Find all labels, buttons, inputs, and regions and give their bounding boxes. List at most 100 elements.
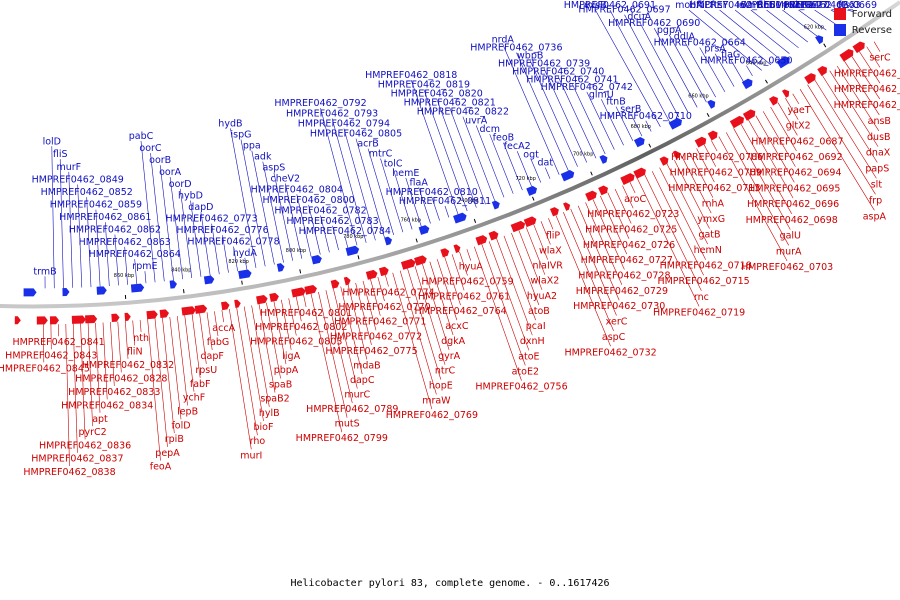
forward-gene-label[interactable]: apt: [92, 414, 108, 425]
forward-gene-feature[interactable]: [124, 312, 132, 322]
forward-gene-label[interactable]: ychF: [183, 393, 205, 404]
forward-gene-label[interactable]: aspC: [602, 332, 626, 343]
forward-gene-feature[interactable]: [839, 47, 855, 62]
reverse-gene-label[interactable]: HMPREF0462_0740: [512, 67, 604, 78]
forward-gene-label[interactable]: HMPREF0462_0715: [657, 276, 749, 287]
forward-gene-label[interactable]: HMPREF0462_0772: [330, 331, 422, 342]
reverse-gene-label[interactable]: HMPREF0462_0820: [391, 89, 483, 100]
reverse-gene-feature[interactable]: [384, 236, 393, 246]
forward-gene-label[interactable]: HMPREF0462_0729: [576, 286, 668, 297]
reverse-gene-label[interactable]: oorC: [139, 143, 162, 154]
forward-gene-label[interactable]: aspA: [863, 211, 887, 222]
forward-gene-feature[interactable]: [781, 88, 791, 98]
forward-gene-label[interactable]: galU: [780, 231, 801, 242]
forward-gene-label[interactable]: HMPREF0462_0837: [31, 454, 123, 465]
reverse-gene-label[interactable]: ispG: [231, 130, 252, 141]
reverse-gene-label[interactable]: pabB2: [783, 0, 813, 11]
forward-gene-label[interactable]: HMPREF0462_0696: [747, 199, 839, 210]
forward-gene-label[interactable]: hopE: [429, 381, 453, 392]
reverse-gene-label[interactable]: HMPREF0462_0792: [274, 98, 366, 109]
reverse-gene-label[interactable]: fecA2: [504, 141, 531, 152]
reverse-gene-label[interactable]: serB: [620, 104, 641, 115]
reverse-gene-feature[interactable]: [311, 254, 323, 265]
forward-gene-label[interactable]: HMPREF0462_0771: [334, 317, 426, 328]
reverse-gene-label[interactable]: HMPREF0462_0821: [404, 98, 496, 109]
forward-gene-feature[interactable]: [742, 108, 757, 121]
reverse-gene-label[interactable]: HMPREF0462_0793: [286, 108, 378, 119]
reverse-gene-feature[interactable]: [741, 77, 755, 90]
reverse-gene-label[interactable]: HMPREF0462_0736: [470, 43, 562, 54]
reverse-gene-label[interactable]: aspS: [262, 163, 285, 174]
reverse-gene-label[interactable]: HMPREF0462_0849: [32, 175, 124, 186]
reverse-gene-label[interactable]: acnB: [739, 0, 763, 11]
forward-gene-label[interactable]: rho: [250, 436, 266, 447]
forward-gene-label[interactable]: feoA: [150, 462, 172, 473]
forward-gene-label[interactable]: fabG: [207, 337, 230, 348]
forward-gene-label[interactable]: gatB: [698, 230, 720, 241]
reverse-gene-label[interactable]: nrdA: [492, 34, 515, 45]
reverse-gene-label[interactable]: ftnB: [606, 97, 625, 108]
forward-gene-label[interactable]: murC: [344, 390, 370, 401]
forward-gene-feature[interactable]: [672, 149, 682, 160]
forward-gene-feature[interactable]: [453, 243, 461, 253]
reverse-gene-label[interactable]: HMPREF0462_0691: [564, 0, 656, 11]
reverse-gene-label[interactable]: HMPREF0462_0742: [541, 82, 633, 93]
forward-gene-label[interactable]: fliN: [127, 346, 143, 357]
reverse-gene-feature[interactable]: [668, 117, 684, 130]
reverse-gene-label[interactable]: HMPREF0462_0859: [50, 200, 142, 211]
forward-gene-label[interactable]: spaB: [269, 379, 292, 390]
forward-gene-label[interactable]: HMPREF0462_0774: [342, 287, 434, 298]
forward-gene-label[interactable]: HMPREF0462_0727: [581, 255, 673, 266]
forward-gene-label[interactable]: rpsU: [195, 365, 217, 376]
forward-gene-label[interactable]: HMPREF0462_0841: [12, 337, 104, 348]
reverse-gene-label[interactable]: acrB: [357, 139, 378, 150]
reverse-gene-label[interactable]: dat: [538, 158, 554, 169]
forward-gene-label[interactable]: pbpA: [274, 365, 299, 376]
reverse-gene-label[interactable]: HMPREF0462_0822: [417, 107, 509, 118]
forward-gene-label[interactable]: wlaX: [539, 246, 562, 257]
reverse-gene-label[interactable]: ogt: [523, 150, 539, 161]
reverse-gene-label[interactable]: cheV2: [270, 174, 300, 185]
reverse-gene-label[interactable]: HMPREF0462_0794: [298, 119, 390, 130]
forward-gene-label[interactable]: HMPREF0462_0828: [75, 373, 167, 384]
forward-gene-feature[interactable]: [304, 284, 317, 295]
reverse-gene-label[interactable]: flaA: [410, 177, 429, 188]
reverse-gene-feature[interactable]: [526, 185, 538, 196]
forward-gene-label[interactable]: HMPREF0462_0799: [296, 433, 388, 444]
reverse-gene-label[interactable]: HMPREF0462_0782: [274, 205, 366, 216]
forward-gene-label[interactable]: ligA: [282, 351, 300, 362]
forward-gene-label[interactable]: acxC: [445, 321, 469, 332]
reverse-gene-feature[interactable]: [238, 269, 252, 280]
reverse-gene-label[interactable]: HMPREF0462_0784: [299, 226, 391, 237]
forward-gene-label[interactable]: aroC: [624, 194, 646, 205]
forward-gene-label[interactable]: HMPREF0462_0834: [61, 400, 153, 411]
forward-gene-label[interactable]: HMPREF0462_0838: [23, 467, 115, 478]
reverse-gene-label[interactable]: HMPREF0462_0818: [365, 70, 457, 81]
reverse-gene-label[interactable]: HMPREF0462_0697: [578, 5, 670, 16]
forward-gene-label[interactable]: dgkA: [441, 336, 466, 347]
forward-gene-label[interactable]: HMPREF0462_0803: [250, 337, 342, 348]
forward-gene-label[interactable]: mraW: [422, 395, 451, 406]
reverse-gene-label[interactable]: trmB: [33, 266, 56, 277]
forward-gene-label[interactable]: dnaX: [866, 148, 891, 159]
forward-gene-feature[interactable]: [49, 316, 59, 325]
reverse-gene-label[interactable]: HMPREF0462_0650: [700, 56, 792, 67]
forward-gene-label[interactable]: HMPREF0462_0677: [834, 68, 900, 79]
forward-gene-feature[interactable]: [181, 306, 196, 316]
forward-gene-feature[interactable]: [159, 309, 170, 318]
forward-gene-feature[interactable]: [510, 220, 527, 233]
forward-gene-label[interactable]: folD: [171, 420, 190, 431]
forward-gene-label[interactable]: pepA: [155, 448, 180, 459]
forward-gene-feature[interactable]: [563, 201, 572, 211]
forward-gene-label[interactable]: HMPREF0462_0789: [306, 404, 398, 415]
forward-gene-feature[interactable]: [111, 313, 120, 322]
reverse-gene-label[interactable]: pgpA: [657, 25, 682, 36]
forward-gene-label[interactable]: ymxG: [697, 214, 725, 225]
forward-gene-feature[interactable]: [146, 310, 158, 320]
reverse-gene-feature[interactable]: [345, 245, 361, 257]
forward-gene-label[interactable]: ntrC: [435, 366, 456, 377]
reverse-gene-label[interactable]: hemE: [392, 168, 419, 179]
forward-gene-label[interactable]: fabF: [190, 379, 211, 390]
forward-gene-label[interactable]: hyuA: [459, 262, 484, 273]
forward-gene-label[interactable]: rnc: [694, 292, 709, 303]
